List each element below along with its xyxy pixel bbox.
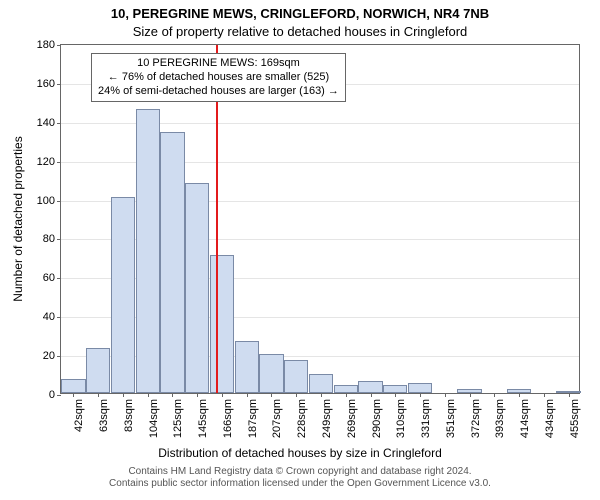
x-tick-mark [544,393,545,397]
x-tick-label: 42sqm [73,399,85,432]
chart-footer: Contains HM Land Registry data © Crown c… [0,466,600,490]
x-tick-label: 414sqm [519,399,531,438]
histogram-bar [383,385,407,393]
histogram-bar [284,360,308,393]
histogram-bar [136,109,160,393]
chart-title-line1: 10, PEREGRINE MEWS, CRINGLEFORD, NORWICH… [0,6,600,21]
histogram-bar [86,348,110,393]
histogram-bar [408,383,432,393]
annotation-line: ← 76% of detached houses are smaller (52… [98,71,339,85]
annotation-line: 24% of semi-detached houses are larger (… [98,85,339,99]
x-tick-mark [123,393,124,397]
x-tick-label: 228sqm [296,399,308,438]
plot-area: 02040608010012014016018042sqm63sqm83sqm1… [60,44,580,394]
y-tick-label: 180 [37,39,61,51]
x-tick-label: 166sqm [222,399,234,438]
histogram-bar [334,385,358,393]
y-tick-label: 160 [37,78,61,90]
x-tick-label: 207sqm [271,399,283,438]
x-tick-mark [271,393,272,397]
histogram-bar [210,255,234,393]
histogram-bar [61,379,85,393]
x-tick-label: 145sqm [197,399,209,438]
y-tick-label: 120 [37,156,61,168]
x-tick-mark [73,393,74,397]
x-tick-label: 455sqm [569,399,581,438]
footer-line1: Contains HM Land Registry data © Crown c… [0,466,600,478]
x-tick-mark [98,393,99,397]
x-tick-label: 310sqm [395,399,407,438]
footer-line2: Contains public sector information licen… [0,478,600,490]
x-tick-mark [395,393,396,397]
chart-title-line2: Size of property relative to detached ho… [0,24,600,39]
histogram-bar [358,381,382,393]
x-tick-mark [321,393,322,397]
histogram-bar [111,197,135,393]
y-tick-label: 80 [43,233,61,245]
x-tick-label: 104sqm [148,399,160,438]
x-tick-label: 372sqm [470,399,482,438]
y-tick-label: 140 [37,117,61,129]
x-tick-label: 187sqm [247,399,259,438]
x-tick-label: 249sqm [321,399,333,438]
x-tick-label: 269sqm [346,399,358,438]
x-tick-label: 83sqm [123,399,135,432]
x-tick-mark [569,393,570,397]
x-tick-mark [172,393,173,397]
chart-container: 10, PEREGRINE MEWS, CRINGLEFORD, NORWICH… [0,0,600,500]
histogram-bar [185,183,209,393]
x-tick-mark [445,393,446,397]
x-tick-mark [494,393,495,397]
x-tick-label: 434sqm [544,399,556,438]
x-tick-label: 290sqm [371,399,383,438]
annotation-line: 10 PEREGRINE MEWS: 169sqm [98,57,339,71]
x-tick-mark [346,393,347,397]
histogram-bar [309,374,333,393]
x-tick-mark [371,393,372,397]
x-tick-label: 63sqm [98,399,110,432]
x-tick-mark [148,393,149,397]
histogram-bar [160,132,184,393]
x-axis-label: Distribution of detached houses by size … [0,446,600,460]
histogram-bar [259,354,283,393]
y-tick-label: 20 [43,350,61,362]
x-tick-label: 125sqm [172,399,184,438]
annotation-box: 10 PEREGRINE MEWS: 169sqm← 76% of detach… [91,53,346,102]
x-tick-mark [197,393,198,397]
y-axis-label: Number of detached properties [11,136,25,301]
x-tick-label: 351sqm [445,399,457,438]
x-tick-mark [420,393,421,397]
y-tick-label: 40 [43,311,61,323]
y-tick-label: 60 [43,272,61,284]
y-tick-label: 0 [49,389,61,401]
x-tick-label: 393sqm [494,399,506,438]
histogram-bar [235,341,259,394]
y-tick-label: 100 [37,195,61,207]
x-tick-mark [470,393,471,397]
x-tick-mark [247,393,248,397]
x-tick-mark [519,393,520,397]
x-tick-mark [222,393,223,397]
x-tick-label: 331sqm [420,399,432,438]
x-tick-mark [296,393,297,397]
